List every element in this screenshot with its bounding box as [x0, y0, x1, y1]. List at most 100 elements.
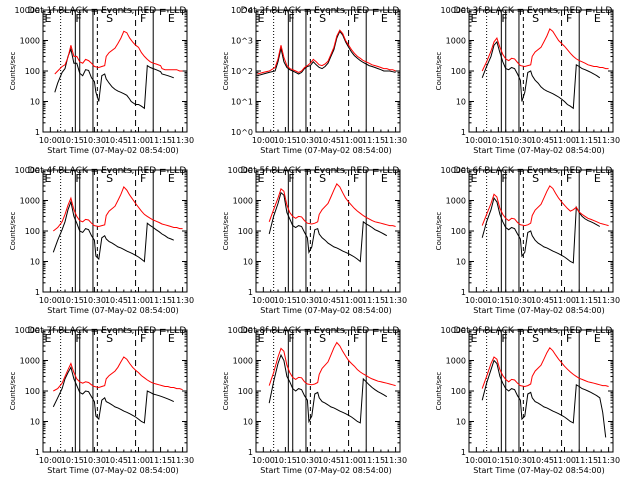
x-tick-label: 10:45 — [318, 136, 341, 145]
x-tick-label: 11:15 — [575, 136, 598, 145]
x-tick-label: 10:45 — [105, 456, 128, 465]
x-tick-label: 11:00 — [127, 136, 150, 145]
y-tick-label: 1 — [461, 128, 466, 137]
y-tick-label: 1000 — [446, 357, 466, 366]
series-line-events — [481, 196, 601, 264]
x-tick-label: 11:30 — [384, 296, 407, 305]
x-tick-label: 11:15 — [362, 136, 385, 145]
y-axis-label: Counts/sec — [222, 52, 230, 91]
x-tick-label: 10:45 — [105, 136, 128, 145]
series-line-lld — [53, 356, 183, 392]
plot-title: Det 6f BLACK = Events, RED = LLD — [454, 166, 613, 176]
y-tick-label: 10 — [30, 418, 40, 427]
marker-letter: E — [44, 332, 51, 345]
plot-frame — [468, 9, 614, 133]
plot-frame — [42, 329, 188, 453]
y-tick-label: 1000 — [446, 37, 466, 46]
y-tick-label: 10^4 — [231, 6, 253, 15]
x-tick-label: 10:30 — [83, 296, 106, 305]
x-tick-label: 10:45 — [318, 456, 341, 465]
series-line-events — [481, 40, 601, 110]
x-tick-label: 10:15 — [487, 136, 510, 145]
x-tick-label: 11:30 — [171, 456, 194, 465]
y-tick-label: 1000 — [233, 357, 253, 366]
marker-letter: F — [353, 332, 359, 345]
marker-letter: F — [288, 332, 294, 345]
y-tick-label: 100 — [25, 227, 40, 236]
marker-letter: E — [168, 332, 175, 345]
x-tick-label: 10:30 — [296, 136, 319, 145]
plot-frame — [255, 9, 401, 133]
x-tick-label: 10:45 — [105, 296, 128, 305]
y-axis-label: Counts/sec — [435, 52, 443, 91]
x-tick-label: 10:15 — [274, 136, 297, 145]
marker-letter: F — [75, 332, 81, 345]
x-tick-label: 11:15 — [575, 296, 598, 305]
marker-letter: F — [501, 12, 507, 25]
series-line-lld — [481, 347, 609, 389]
x-tick-label: 11:00 — [340, 456, 363, 465]
x-tick-label: 10:15 — [61, 296, 84, 305]
y-tick-label: 1000 — [20, 37, 40, 46]
series-line-events — [257, 30, 396, 77]
x-tick-label: 11:15 — [149, 136, 172, 145]
y-axis-label: Counts/sec — [222, 372, 230, 411]
x-tick-label: 11:00 — [340, 296, 363, 305]
marker-letter: E — [168, 172, 175, 185]
x-tick-label: 10:30 — [296, 296, 319, 305]
x-tick-label: 10:00 — [465, 456, 488, 465]
plot-title: Det 7f BLACK = Events, RED = LLD — [28, 326, 187, 336]
y-axis-label: Counts/sec — [435, 212, 443, 251]
y-tick-label: 10^1 — [231, 98, 253, 107]
x-tick-label: 10:30 — [296, 456, 319, 465]
x-tick-label: 11:15 — [149, 456, 172, 465]
series-line-lld — [481, 28, 609, 72]
x-axis-label: Start Time (07-May-02 08:54:00) — [260, 146, 391, 155]
y-tick-label: 10000 — [441, 166, 466, 175]
marker-letter: E — [381, 172, 388, 185]
marker-letter: S — [106, 172, 113, 185]
plot-frame — [255, 329, 401, 453]
marker-letter: F — [353, 12, 359, 25]
plot-title: Det 8f BLACK = Events, RED = LLD — [241, 326, 400, 336]
marker-letter: F — [140, 12, 146, 25]
x-tick-label: 10:00 — [252, 136, 275, 145]
marker-letter: E — [594, 332, 601, 345]
x-tick-label: 11:00 — [127, 296, 150, 305]
marker-letter: E — [594, 172, 601, 185]
plot-title: Det 5f BLACK = Events, RED = LLD — [241, 166, 400, 176]
x-tick-label: 10:00 — [39, 456, 62, 465]
x-tick-label: 11:15 — [362, 456, 385, 465]
x-axis-label: Start Time (07-May-02 08:54:00) — [473, 306, 604, 315]
x-tick-label: 10:00 — [465, 136, 488, 145]
marker-letter: S — [319, 332, 326, 345]
x-axis-label: Start Time (07-May-02 08:54:00) — [47, 146, 178, 155]
marker-letter: S — [106, 332, 113, 345]
x-tick-label: 11:30 — [597, 296, 620, 305]
marker-letter: E — [257, 12, 264, 25]
x-tick-label: 11:30 — [171, 136, 194, 145]
plot-frame — [42, 9, 188, 133]
x-axis-label: Start Time (07-May-02 08:54:00) — [260, 306, 391, 315]
y-tick-label: 100 — [238, 227, 253, 236]
x-tick-label: 11:15 — [362, 296, 385, 305]
marker-letter: E — [381, 332, 388, 345]
y-tick-label: 100 — [451, 67, 466, 76]
marker-letter: F — [140, 172, 146, 185]
y-tick-label: 100 — [451, 387, 466, 396]
y-axis-label: Counts/sec — [9, 372, 17, 411]
x-tick-label: 10:00 — [252, 296, 275, 305]
marker-letter: E — [470, 332, 477, 345]
marker-letter: E — [594, 12, 601, 25]
x-tick-label: 11:00 — [553, 456, 576, 465]
y-tick-label: 10000 — [441, 326, 466, 335]
x-tick-label: 10:45 — [531, 296, 554, 305]
marker-letter: F — [501, 172, 507, 185]
x-axis-label: Start Time (07-May-02 08:54:00) — [260, 466, 391, 475]
x-tick-label: 11:00 — [127, 456, 150, 465]
plot-title: Det 2f BLACK = Events, RED = LLD — [241, 6, 400, 16]
y-tick-label: 10000 — [15, 166, 40, 175]
x-tick-label: 10:15 — [487, 296, 510, 305]
